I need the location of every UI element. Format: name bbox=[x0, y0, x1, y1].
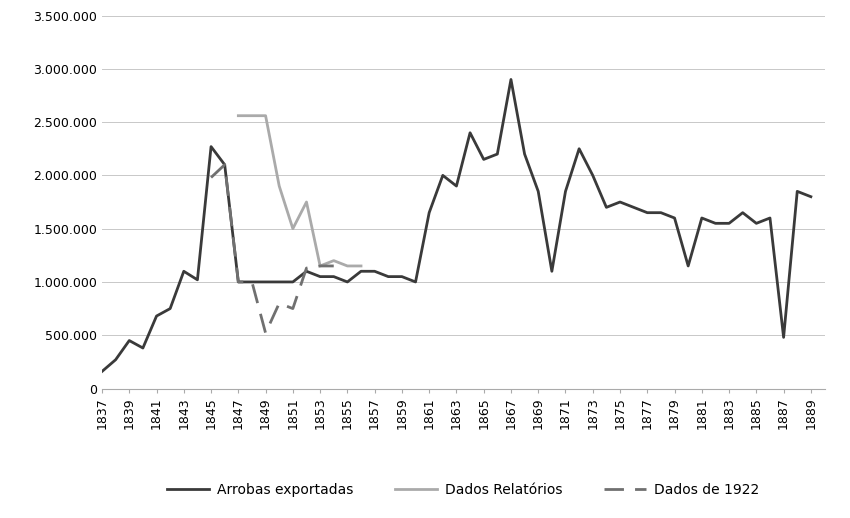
Arrobas exportadas bbox=[97, 368, 107, 375]
Arrobas exportadas bbox=[806, 194, 816, 200]
Arrobas exportadas bbox=[656, 210, 666, 216]
Arrobas exportadas bbox=[519, 151, 530, 157]
Dados Relatórios bbox=[233, 112, 243, 119]
Dados de 1922 bbox=[274, 300, 284, 306]
Line: Dados Relatórios: Dados Relatórios bbox=[238, 116, 361, 266]
Dados de 1922 bbox=[219, 162, 230, 168]
Dados Relatórios bbox=[315, 263, 326, 269]
Dados de 1922 bbox=[315, 263, 326, 269]
Dados Relatórios bbox=[356, 263, 366, 269]
Dados Relatórios bbox=[274, 183, 284, 189]
Dados de 1922 bbox=[302, 265, 312, 271]
Dados Relatórios bbox=[260, 112, 270, 119]
Line: Arrobas exportadas: Arrobas exportadas bbox=[102, 79, 811, 371]
Dados Relatórios bbox=[329, 257, 339, 264]
Dados de 1922 bbox=[329, 263, 339, 269]
Dados Relatórios bbox=[288, 225, 298, 232]
Arrobas exportadas bbox=[506, 76, 516, 82]
Arrobas exportadas bbox=[533, 188, 543, 194]
Dados de 1922 bbox=[206, 175, 216, 181]
Line: Dados de 1922: Dados de 1922 bbox=[211, 165, 334, 333]
Legend: Arrobas exportadas, Dados Relatórios, Dados de 1922: Arrobas exportadas, Dados Relatórios, Da… bbox=[162, 478, 765, 502]
Arrobas exportadas bbox=[288, 279, 298, 285]
Dados de 1922 bbox=[288, 306, 298, 312]
Arrobas exportadas bbox=[738, 210, 748, 216]
Dados de 1922 bbox=[246, 279, 257, 285]
Dados de 1922 bbox=[260, 330, 270, 336]
Dados Relatórios bbox=[343, 263, 353, 269]
Dados de 1922 bbox=[233, 279, 243, 285]
Dados Relatórios bbox=[246, 112, 257, 119]
Arrobas exportadas bbox=[560, 188, 570, 194]
Dados Relatórios bbox=[302, 199, 312, 205]
